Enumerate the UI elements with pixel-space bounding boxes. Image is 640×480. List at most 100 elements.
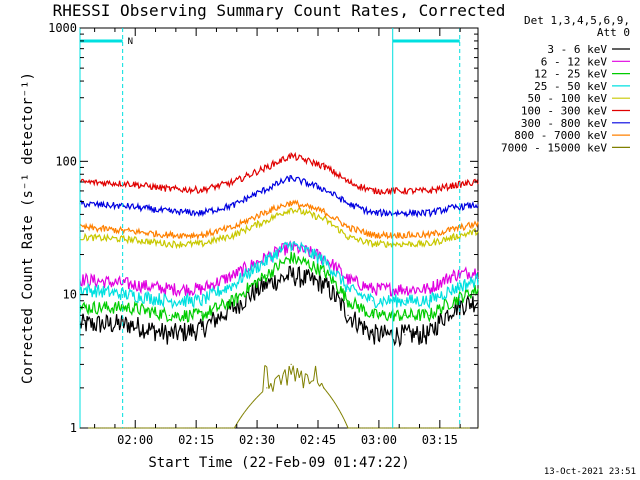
series-point xyxy=(453,300,455,302)
series-point xyxy=(168,427,170,429)
series-point xyxy=(428,334,430,336)
series-7000-15000-kev-segment xyxy=(296,368,300,378)
series-point xyxy=(453,228,455,230)
series-point xyxy=(168,188,170,190)
series-7000-15000-kev-segment xyxy=(325,390,329,394)
series-point xyxy=(371,212,374,214)
series-point xyxy=(347,203,349,205)
series-point xyxy=(347,236,349,238)
series-7000-15000-kev-segment xyxy=(300,370,304,389)
series-line xyxy=(79,207,479,250)
series-line xyxy=(79,175,479,219)
series-point xyxy=(128,306,130,309)
series-point xyxy=(428,212,430,214)
series-point xyxy=(371,427,374,429)
series-point xyxy=(128,205,130,207)
series-point xyxy=(233,181,235,183)
series-point xyxy=(453,236,455,238)
x-tick-label: 02:00 xyxy=(117,433,153,447)
series-point xyxy=(266,210,268,213)
series-7000-15000-kev-segment xyxy=(268,383,272,389)
series-point xyxy=(404,190,406,192)
series-line xyxy=(79,265,479,348)
series-7000-15000-kev-segment xyxy=(264,364,268,368)
series-point xyxy=(266,188,268,190)
series-line xyxy=(79,241,479,310)
series-point xyxy=(477,288,479,290)
series-point xyxy=(201,189,203,191)
legend-label: 7000 - 15000 keV xyxy=(501,141,607,154)
series-point xyxy=(477,204,479,206)
series-point xyxy=(168,300,170,302)
series-point xyxy=(128,427,130,429)
series-point xyxy=(347,314,349,316)
series-point xyxy=(371,314,374,316)
y-tick-label: 10 xyxy=(63,288,77,302)
legend-label: 6 - 12 keV xyxy=(541,55,608,68)
series-point xyxy=(128,323,130,325)
series-7000-15000-kev-segment xyxy=(258,393,262,396)
series-point xyxy=(371,190,374,192)
attenuator-overlay: N xyxy=(79,28,461,428)
series-7000-15000-kev-segment xyxy=(250,401,253,405)
legend-header: Det 1,3,4,5,6,9, xyxy=(524,14,630,27)
series-point xyxy=(233,306,235,309)
series-point xyxy=(428,427,430,429)
series-7000-15000-kev-segment xyxy=(302,373,306,389)
series-point xyxy=(371,334,374,336)
series-point xyxy=(266,283,268,285)
x-tick-label: 02:30 xyxy=(239,433,275,447)
series-point xyxy=(371,243,374,245)
series-point xyxy=(477,278,479,281)
series-point xyxy=(290,274,292,276)
series-point xyxy=(201,234,203,236)
series-7000-15000-kev-segment xyxy=(327,392,331,396)
legend-label: 12 - 25 keV xyxy=(534,68,607,81)
plot-border xyxy=(79,27,479,429)
y-tick-label: 100 xyxy=(55,154,77,168)
series-7000-15000-kev-segment xyxy=(262,365,266,392)
series-point xyxy=(477,223,479,225)
series-point xyxy=(128,283,130,285)
series-7000-15000-kev-segment xyxy=(319,382,323,387)
legend-label: 300 - 800 keV xyxy=(521,117,607,130)
series-7000-15000-kev-segment xyxy=(345,423,349,429)
series-point xyxy=(371,288,374,290)
series-point xyxy=(201,300,203,302)
series-point xyxy=(233,204,235,206)
series-point xyxy=(168,288,170,290)
series-7000-15000-kev-segment xyxy=(339,411,343,416)
series-point xyxy=(453,206,455,209)
series-point xyxy=(428,190,430,192)
series-7000-15000-kev-segment xyxy=(244,409,247,413)
series-7000-15000-kev-segment xyxy=(260,391,264,394)
series-point xyxy=(453,184,455,186)
series-7000-15000-kev-segment xyxy=(272,378,276,392)
generation-timestamp: 13-Oct-2021 23:51 xyxy=(544,467,636,477)
series-point xyxy=(266,387,268,389)
series-7000-15000-kev-segment xyxy=(288,365,292,375)
x-axis-label: Start Time (22-Feb-09 01:47:22) xyxy=(148,455,409,471)
series-point xyxy=(290,208,292,210)
series-point xyxy=(233,234,235,236)
series-point xyxy=(201,243,203,245)
series-point xyxy=(266,260,268,262)
series-point xyxy=(323,260,325,262)
series-point xyxy=(290,202,292,204)
series-point xyxy=(323,165,325,167)
series-point xyxy=(233,283,235,285)
series-7000-15000-kev-segment xyxy=(329,395,333,399)
series-point xyxy=(404,234,406,236)
series-point xyxy=(233,274,235,276)
series-point xyxy=(128,238,130,240)
series-point xyxy=(453,274,455,276)
series-point xyxy=(290,177,292,179)
series-point xyxy=(233,226,235,228)
series-point xyxy=(428,234,430,236)
series-point xyxy=(453,427,455,429)
series-point xyxy=(233,427,235,429)
series-7000-15000-kev-segment xyxy=(248,404,251,408)
series-7000-15000-kev-segment xyxy=(280,374,284,385)
